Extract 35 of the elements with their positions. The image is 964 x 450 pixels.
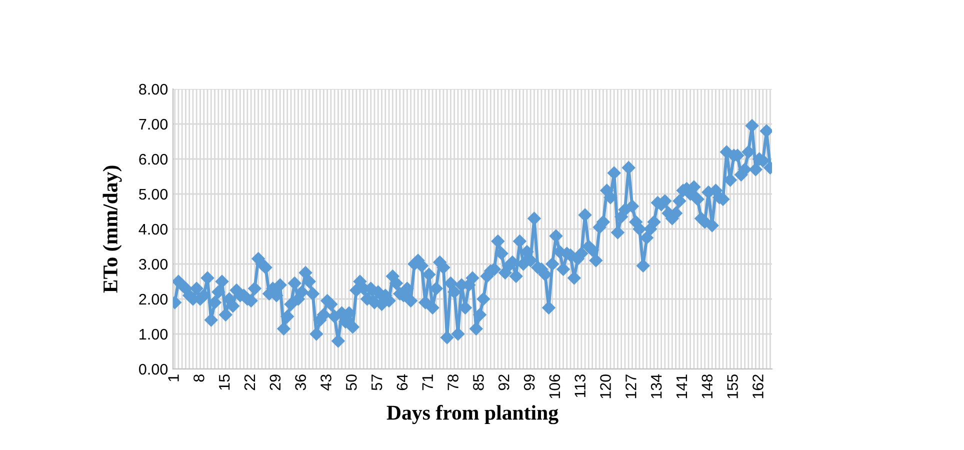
x-tick-label: 29: [270, 374, 281, 390]
x-tick-label: 99: [524, 374, 535, 390]
x-tick-label: 1: [168, 374, 179, 382]
x-tick-label: 120: [600, 374, 611, 398]
x-tick-label: 85: [473, 374, 484, 390]
x-tick-label: 50: [346, 374, 357, 390]
x-axis-title: Days from planting: [386, 404, 558, 424]
y-axis-title: ETo (mm/day): [102, 166, 122, 293]
x-tick-label: 15: [219, 374, 230, 390]
x-tick-label: 155: [727, 374, 738, 398]
y-tick-label: 4.00: [138, 224, 168, 235]
x-tick-label: 64: [396, 374, 408, 390]
x-tick-label: 8: [194, 374, 204, 382]
x-tick-label: 36: [295, 374, 306, 390]
y-tick-label: 2.00: [139, 294, 168, 305]
x-tick-label: 106: [549, 374, 560, 398]
x-tick-label: 127: [626, 374, 636, 398]
y-tick-label: 6.00: [139, 154, 168, 165]
y-tick-label: 1.00: [140, 328, 168, 340]
x-tick-label: 113: [574, 374, 586, 398]
x-tick-label: 57: [372, 374, 382, 390]
x-tick-label: 22: [244, 374, 255, 390]
x-tick-label: 78: [448, 374, 458, 390]
x-tick-label: 92: [498, 374, 510, 390]
x-tick-label: 141: [676, 374, 688, 398]
x-tick-label: 43: [320, 374, 332, 390]
y-tick-label: 5.00: [139, 188, 168, 200]
x-tick-label: 71: [422, 374, 433, 390]
y-tick-label: 7.00: [139, 118, 168, 130]
x-tick-label: 134: [650, 374, 662, 398]
x-tick-label: 148: [702, 374, 713, 398]
x-tick-label: 162: [752, 374, 764, 398]
y-tick-label: 0.00: [139, 364, 168, 375]
y-tick-label: 8.00: [139, 84, 168, 95]
y-tick-label: 3.00: [138, 258, 168, 270]
